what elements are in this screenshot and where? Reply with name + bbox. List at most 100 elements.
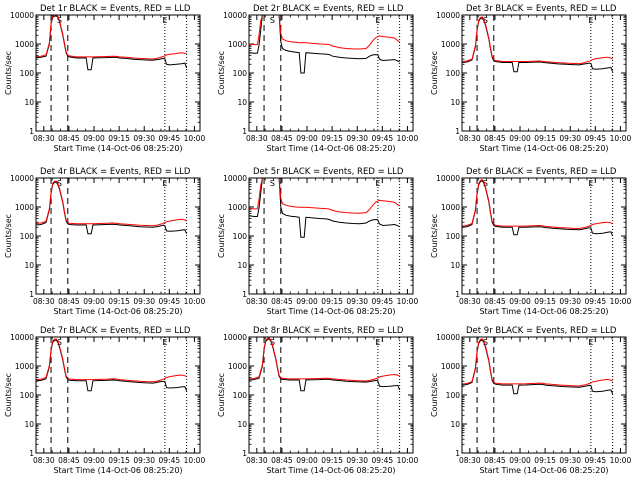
- y-tick-label: 1: [242, 290, 247, 299]
- y-axis-label: Counts/sec: [217, 214, 226, 258]
- x-tick-label: 10:00: [397, 297, 419, 306]
- x-tick-label: 09:45: [372, 134, 394, 143]
- x-tick-label: 08:30: [33, 297, 55, 306]
- marker-label: E: [588, 16, 593, 25]
- marker-label: S: [57, 179, 62, 188]
- x-tick-label: 10:00: [397, 134, 419, 143]
- panel-title: Det 7r BLACK = Events, RED = LLD: [40, 326, 191, 336]
- x-tick-label: 09:30: [133, 134, 155, 143]
- plot-frame: [248, 336, 414, 454]
- panel-title: Det 4r BLACK = Events, RED = LLD: [40, 167, 191, 177]
- x-tick-label: 08:45: [58, 297, 80, 306]
- plot-frame: [461, 177, 627, 295]
- events-rate-line: [35, 15, 188, 71]
- x-tick-label: 08:45: [484, 297, 506, 306]
- y-tick-label: 1000: [441, 40, 460, 49]
- x-axis-label: Start Time (14-Oct-06 08:25:20): [479, 466, 608, 475]
- x-tick-label: 08:45: [271, 134, 293, 143]
- x-tick-label: 09:00: [509, 297, 531, 306]
- x-tick-label: 08:30: [246, 456, 268, 465]
- x-tick-label: 09:00: [296, 297, 318, 306]
- y-tick-label: 1: [242, 449, 247, 458]
- y-tick-label: 1: [242, 127, 247, 136]
- y-tick-label: 10: [450, 98, 460, 107]
- x-tick-label: 10:00: [610, 134, 632, 143]
- x-tick-label: 08:30: [459, 297, 481, 306]
- lld-rate-line: [461, 338, 613, 387]
- y-tick-label: 100: [446, 232, 461, 241]
- lld-rate-line: [35, 338, 187, 383]
- detector-panel-6: Det 6r BLACK = Events, RED = LLD Counts/s…: [430, 167, 631, 316]
- y-tick-label: 10000: [436, 11, 460, 20]
- x-tick-label: 09:15: [108, 297, 130, 306]
- detector-panel-9: Det 9r BLACK = Events, RED = LLD Counts/s…: [430, 326, 631, 475]
- plot-frame: [248, 14, 414, 132]
- y-tick-label: 1000: [228, 203, 247, 212]
- x-tick-label: 08:30: [459, 134, 481, 143]
- x-tick-label: 09:00: [83, 297, 105, 306]
- y-tick-label: 100: [446, 69, 461, 78]
- marker-label: S: [57, 338, 62, 347]
- x-tick-label: 09:15: [108, 456, 130, 465]
- x-tick-label: 09:45: [372, 456, 394, 465]
- x-axis-label: Start Time (14-Oct-06 08:25:20): [266, 466, 395, 475]
- marker-label: S: [270, 338, 275, 347]
- x-tick-label: 10:00: [184, 297, 206, 306]
- y-tick-label: 1: [455, 290, 460, 299]
- detector-panel-5: Det 5r BLACK = Events, RED = LLD Counts/s…: [217, 167, 418, 316]
- y-axis-label: Counts/sec: [430, 214, 439, 258]
- y-tick-label: 10: [24, 420, 34, 429]
- events-rate-line: [35, 181, 188, 235]
- detector-panel-4: Det 4r BLACK = Events, RED = LLD Counts/s…: [4, 167, 205, 316]
- events-rate-line: [248, 338, 401, 392]
- x-axis-label: Start Time (14-Oct-06 08:25:20): [266, 144, 395, 153]
- x-tick-label: 08:30: [246, 134, 268, 143]
- y-axis-label: Counts/sec: [217, 373, 226, 417]
- y-tick-label: 1000: [15, 203, 34, 212]
- events-rate-line: [461, 180, 614, 237]
- x-tick-label: 08:30: [33, 456, 55, 465]
- x-tick-label: 09:15: [108, 134, 130, 143]
- detector-panel-7: Det 7r BLACK = Events, RED = LLD Counts/s…: [4, 326, 205, 475]
- y-tick-label: 10000: [436, 333, 460, 342]
- x-tick-label: 09:00: [509, 134, 531, 143]
- x-tick-label: 09:45: [159, 456, 181, 465]
- lld-rate-line: [461, 178, 613, 230]
- y-tick-label: 1: [29, 127, 34, 136]
- plot-frame: [461, 14, 627, 132]
- marker-label: E: [162, 16, 167, 25]
- detector-panel-8: Det 8r BLACK = Events, RED = LLD Counts/s…: [217, 326, 418, 475]
- y-axis-label: Counts/sec: [4, 214, 13, 258]
- marker-label: E: [588, 338, 593, 347]
- x-tick-label: 10:00: [610, 456, 632, 465]
- x-tick-label: 09:30: [133, 297, 155, 306]
- x-tick-label: 09:30: [346, 456, 368, 465]
- x-tick-label: 09:30: [346, 134, 368, 143]
- x-tick-label: 09:45: [159, 297, 181, 306]
- events-rate-line: [35, 339, 188, 392]
- y-tick-label: 1: [455, 449, 460, 458]
- y-tick-label: 100: [446, 391, 461, 400]
- y-tick-label: 1: [29, 449, 34, 458]
- y-tick-label: 10: [237, 261, 247, 270]
- y-tick-label: 10000: [436, 174, 460, 183]
- y-tick-label: 10: [237, 98, 247, 107]
- y-tick-label: 10: [450, 420, 460, 429]
- y-tick-label: 10000: [223, 174, 247, 183]
- x-tick-label: 09:15: [534, 134, 556, 143]
- y-tick-label: 100: [20, 391, 35, 400]
- x-axis-label: Start Time (14-Oct-06 08:25:20): [53, 466, 182, 475]
- plot-frame: [461, 336, 627, 454]
- y-tick-label: 10: [24, 261, 34, 270]
- x-tick-label: 09:15: [534, 297, 556, 306]
- x-tick-label: 09:00: [83, 134, 105, 143]
- detector-panel-2: Det 2r BLACK = Events, RED = LLD Counts/s…: [217, 4, 418, 153]
- x-tick-label: 09:15: [321, 456, 343, 465]
- marker-label: E: [375, 338, 380, 347]
- y-axis-label: Counts/sec: [4, 51, 13, 95]
- marker-label: S: [483, 16, 488, 25]
- x-tick-label: 10:00: [184, 456, 206, 465]
- y-tick-label: 10: [24, 98, 34, 107]
- y-tick-label: 1000: [15, 40, 34, 49]
